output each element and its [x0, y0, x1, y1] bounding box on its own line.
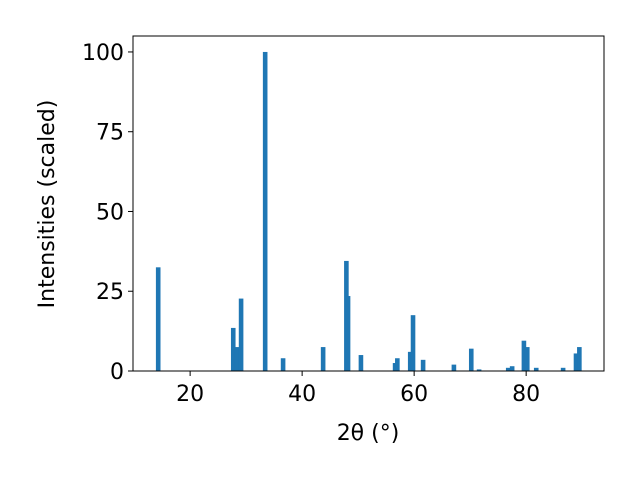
- bar: [524, 347, 530, 371]
- bar: [410, 315, 416, 371]
- plot-frame: [132, 35, 605, 372]
- bar: [505, 367, 511, 371]
- bar: [358, 355, 364, 371]
- y-axis-label: Intensities (scaled): [35, 100, 60, 309]
- bar: [577, 347, 582, 371]
- bar: [345, 296, 351, 371]
- bar: [468, 348, 474, 371]
- bar: [420, 359, 426, 371]
- y-tick-label: 0: [110, 360, 124, 385]
- x-axis-label: 2θ (°): [337, 421, 400, 446]
- bar: [234, 347, 240, 371]
- x-tick-label: 60: [400, 382, 428, 407]
- y-tick-label: 100: [82, 41, 124, 66]
- bar: [509, 366, 515, 371]
- y-tick-label: 25: [96, 280, 124, 305]
- x-tick-label: 40: [288, 382, 316, 407]
- bar: [533, 367, 539, 371]
- bar: [280, 358, 286, 371]
- bar: [320, 347, 326, 371]
- x-tick-label: 20: [176, 382, 204, 407]
- bar: [238, 298, 244, 371]
- bar: [521, 340, 527, 371]
- bar: [230, 327, 236, 371]
- bar: [407, 351, 413, 371]
- bar: [573, 353, 579, 371]
- y-tick-label: 50: [96, 200, 124, 225]
- bar: [395, 358, 400, 371]
- bar: [155, 267, 161, 371]
- bar: [451, 364, 457, 371]
- x-tick-label: 80: [512, 382, 540, 407]
- bar: [476, 369, 482, 371]
- bar: [262, 51, 268, 371]
- bar: [560, 367, 566, 371]
- y-tick-label: 75: [96, 121, 124, 146]
